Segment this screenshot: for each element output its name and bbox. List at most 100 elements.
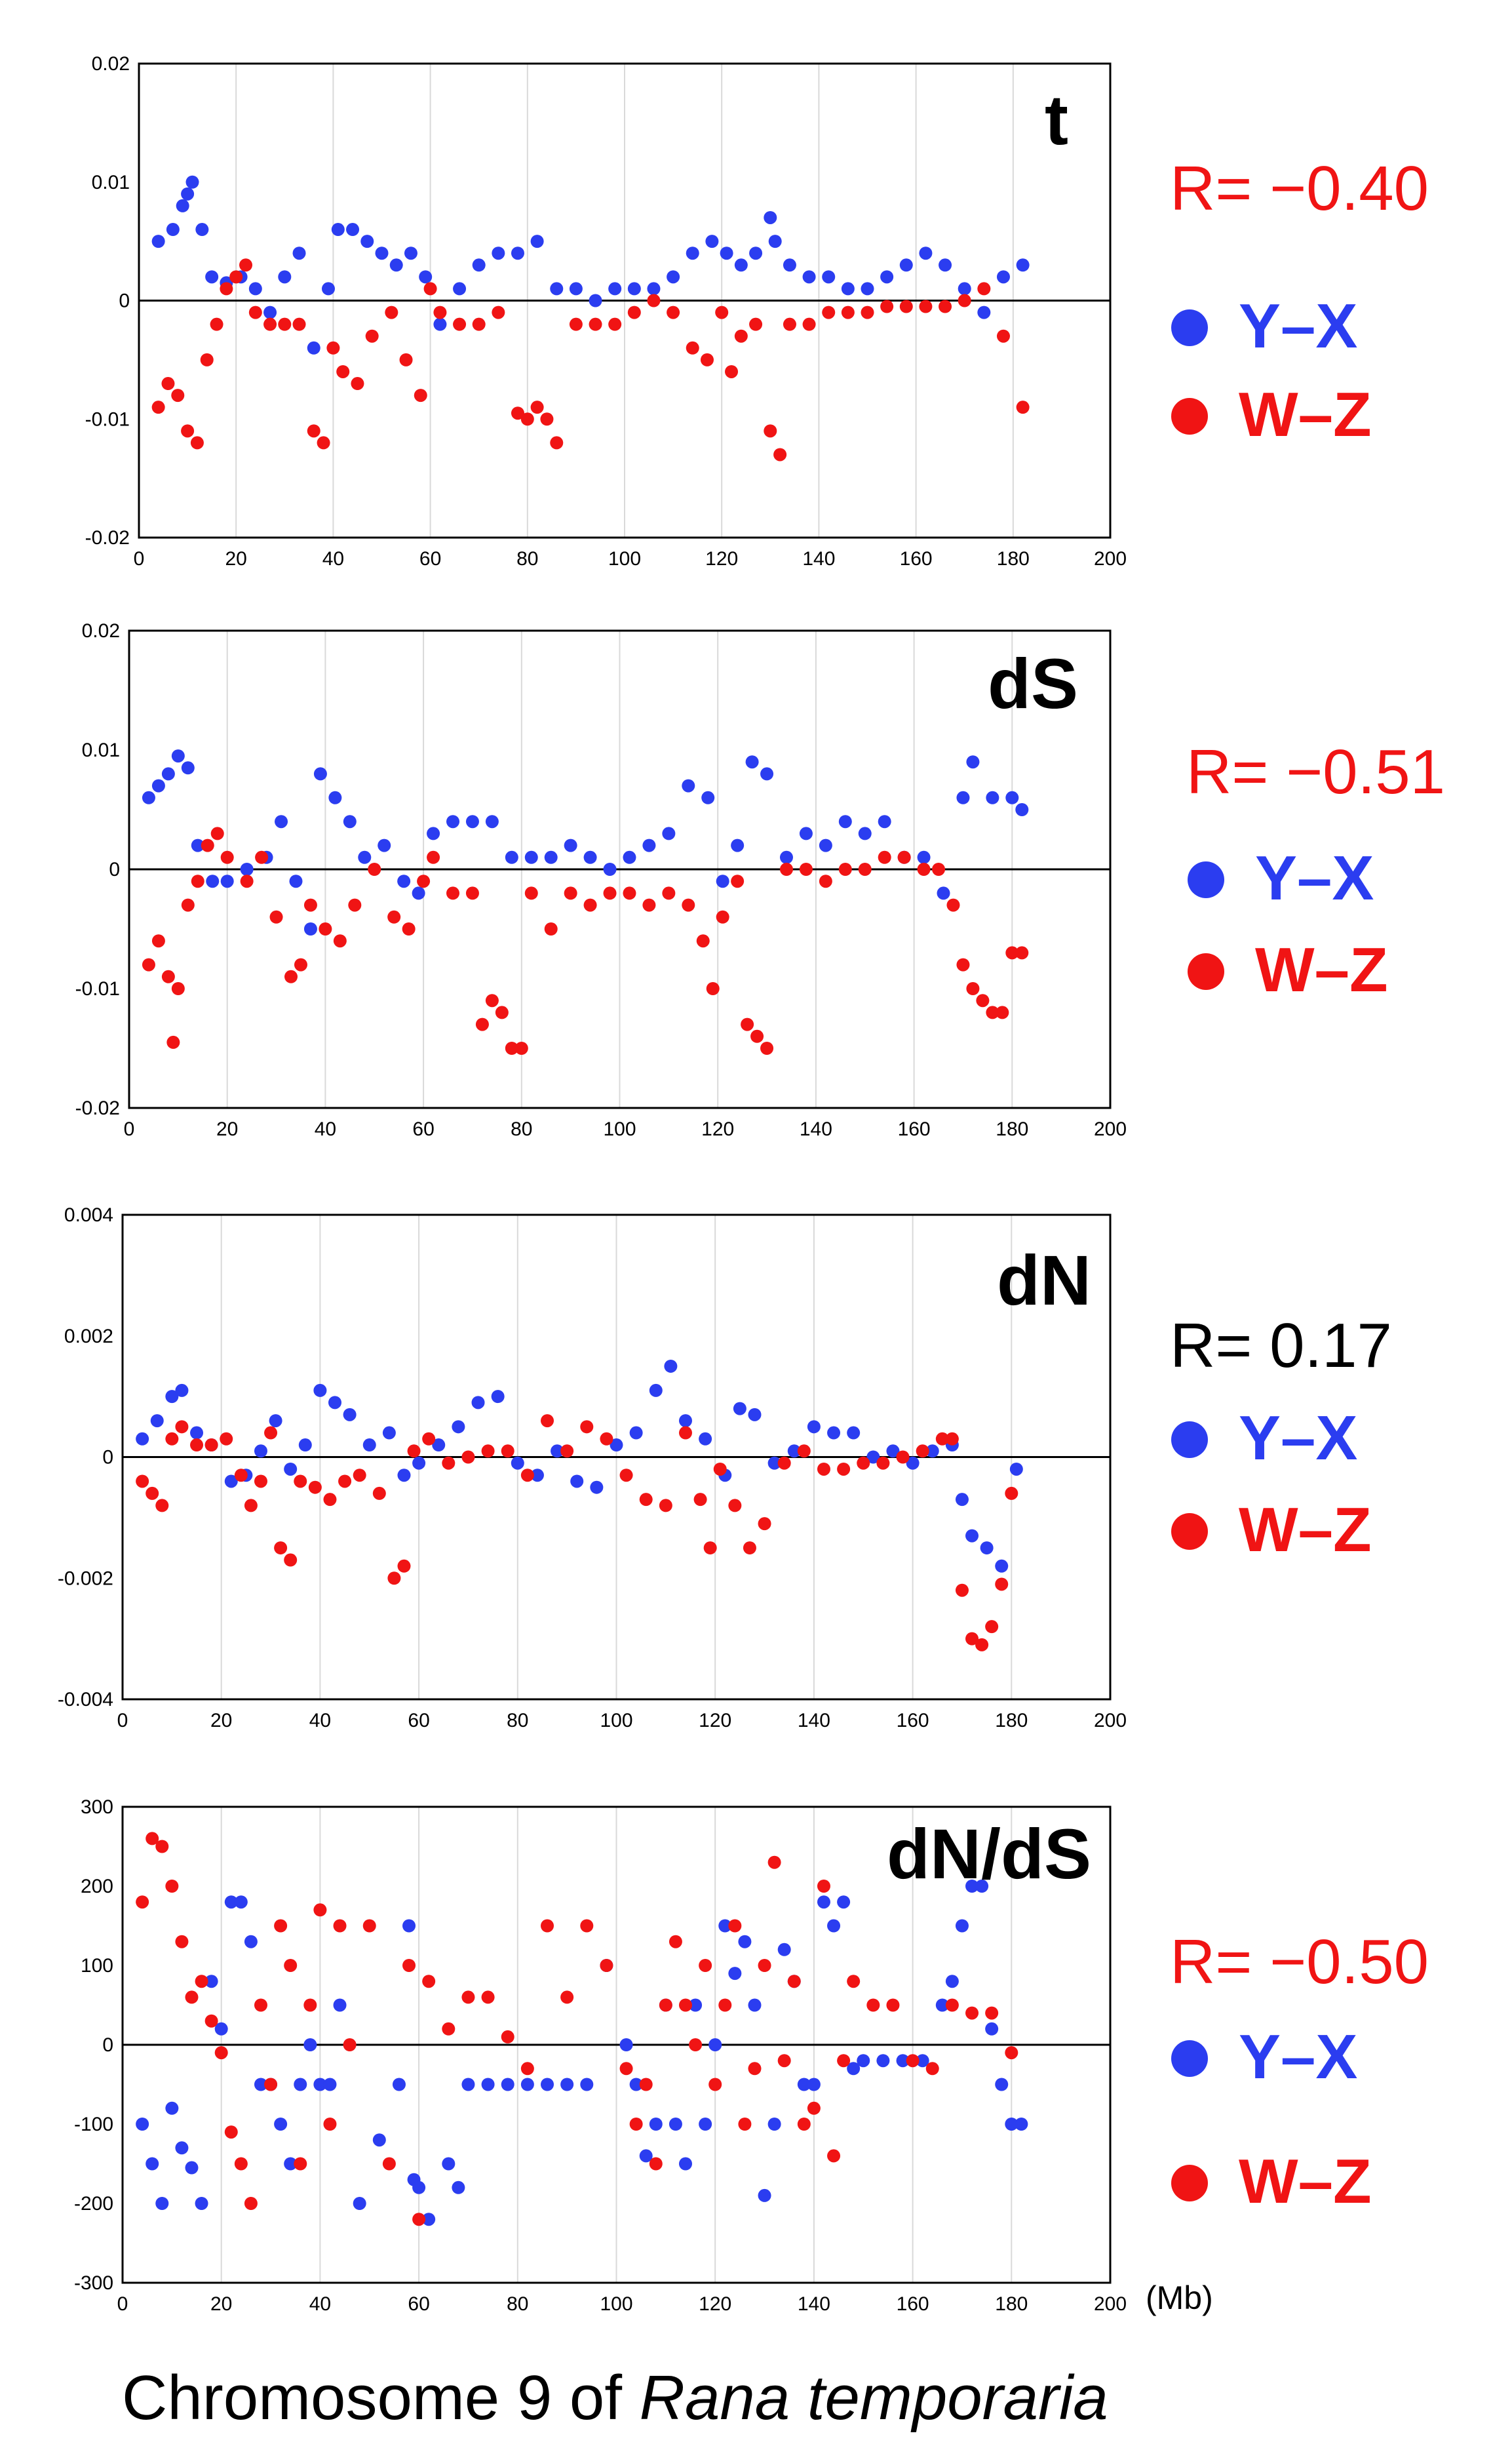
wz-point <box>827 2149 841 2163</box>
wz-point <box>749 317 763 331</box>
wz-point <box>372 1486 386 1500</box>
wz-point <box>802 317 816 331</box>
wz-point <box>838 863 852 876</box>
yx-point <box>544 850 558 864</box>
wz-point <box>917 863 931 876</box>
yx-point <box>958 282 971 296</box>
yx-point <box>689 1998 703 2012</box>
wz-point <box>165 1880 179 1893</box>
y-tick-label: 0 <box>109 859 120 880</box>
wz-point <box>492 306 505 319</box>
wz-point <box>560 1990 574 2004</box>
yx-point <box>530 1469 544 1482</box>
panel-label: dN <box>997 1240 1091 1320</box>
yx-point <box>822 270 836 284</box>
yx-point <box>442 2157 456 2171</box>
yx-point <box>321 282 335 296</box>
wz-point <box>204 2014 218 2028</box>
y-tick-label: -300 <box>74 2272 113 2294</box>
yx-point <box>511 1456 524 1470</box>
yx-point <box>827 1426 841 1440</box>
wz-point <box>966 982 980 995</box>
wz-point <box>659 1998 672 2012</box>
wz-point <box>847 1975 861 1988</box>
y-tick-label: 0.01 <box>92 172 130 193</box>
wz-point <box>799 863 813 876</box>
yx-point <box>986 791 999 804</box>
yx-point <box>708 2038 722 2051</box>
wz-point <box>965 1632 979 1646</box>
yx-point <box>427 827 440 840</box>
wz-point <box>696 934 710 948</box>
wz-point <box>945 1998 959 2012</box>
yx-point <box>760 767 774 781</box>
wz-point <box>303 1998 317 2012</box>
wz-point <box>333 934 347 948</box>
yx-point <box>977 306 991 319</box>
wz-point <box>550 436 564 450</box>
yx-point <box>175 1383 189 1397</box>
yx-point <box>642 838 656 852</box>
yx-point <box>485 815 499 829</box>
yx-point <box>589 294 602 307</box>
wz-point <box>560 1444 574 1458</box>
wz-point <box>817 1462 830 1476</box>
yx-point <box>185 2161 199 2175</box>
correlation-label: R= −0.50 <box>1170 1927 1429 1997</box>
wz-point <box>642 898 656 912</box>
wz-point <box>446 886 460 900</box>
wz-point <box>264 2078 278 2091</box>
wz-point <box>758 1959 771 1972</box>
wz-point <box>353 1469 366 1482</box>
wz-point <box>399 353 413 366</box>
yx-point <box>639 2149 653 2163</box>
yx-point <box>298 1438 312 1452</box>
yx-point <box>471 1396 485 1410</box>
yx-point <box>917 850 931 864</box>
wz-point <box>807 2101 821 2115</box>
wz-point <box>387 910 401 924</box>
wz-point <box>511 406 524 420</box>
wz-point <box>461 1450 475 1464</box>
wz-point <box>175 1420 189 1434</box>
wz-point <box>764 424 777 438</box>
yx-point <box>313 1383 327 1397</box>
yx-point <box>619 2038 633 2051</box>
wz-point <box>975 1638 989 1651</box>
wz-point <box>783 317 796 331</box>
wz-point <box>777 2054 791 2068</box>
wz-point <box>564 886 577 900</box>
panel-label: dS <box>988 644 1078 723</box>
wz-point <box>461 1990 475 2004</box>
wz-point <box>955 1583 969 1597</box>
yx-point <box>181 761 195 775</box>
yx-point <box>551 1444 564 1458</box>
wz-point <box>240 875 254 888</box>
x-tick-label: 120 <box>705 548 738 570</box>
yx-point <box>328 791 342 804</box>
yx-point <box>899 258 913 272</box>
wz-point <box>382 2157 396 2171</box>
wz-point <box>866 1998 880 2012</box>
wz-point <box>269 910 283 924</box>
x-tick-label: 60 <box>408 1710 429 1731</box>
yx-point <box>748 1998 762 2012</box>
wz-point <box>583 898 597 912</box>
wz-point <box>995 1577 1009 1591</box>
wz-point <box>220 850 234 864</box>
wz-point <box>210 317 223 331</box>
wz-point <box>481 1444 495 1458</box>
yx-point <box>294 2078 307 2091</box>
wz-point <box>284 1959 298 1972</box>
wz-point <box>313 1903 327 1917</box>
wz-point <box>706 982 720 995</box>
yx-point <box>980 1541 994 1555</box>
yx-point <box>422 2213 436 2226</box>
wz-point <box>161 377 175 391</box>
x-tick-label: 160 <box>900 548 933 570</box>
wz-point <box>155 1499 169 1512</box>
wz-point <box>956 958 970 972</box>
wz-point <box>365 329 379 343</box>
yx-point <box>333 1998 347 2012</box>
yx-point <box>511 247 524 260</box>
